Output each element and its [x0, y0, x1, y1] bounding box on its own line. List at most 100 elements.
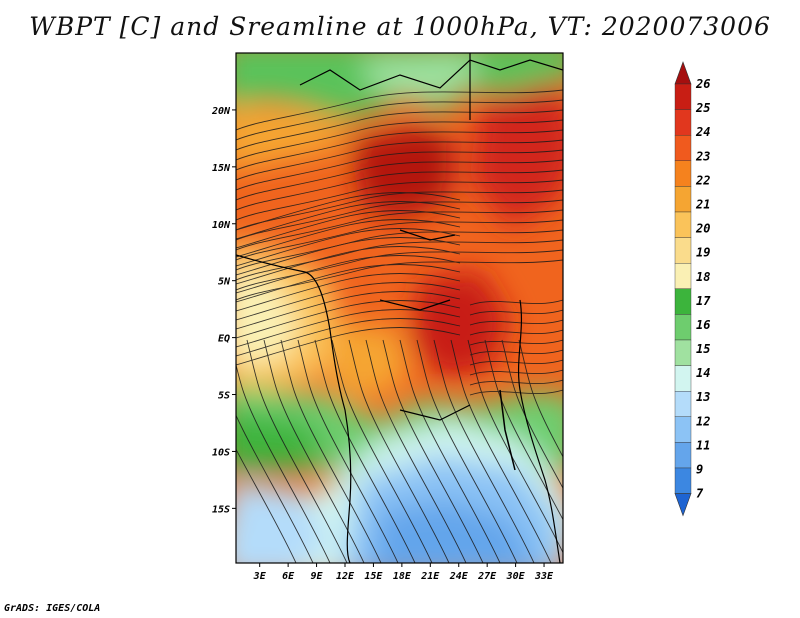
wbpt-shaded-field — [236, 53, 563, 563]
streamline — [236, 362, 331, 563]
streamline — [236, 139, 563, 181]
lat-label: 15S — [212, 504, 230, 515]
streamline — [236, 192, 461, 231]
streamline — [469, 359, 563, 366]
lon-label: 15E — [364, 571, 383, 582]
streamline — [469, 319, 563, 326]
lon-label: 9E — [311, 571, 324, 582]
lon-label: 30E — [506, 571, 526, 582]
plot-title: WBPT [C] and Sreamline at 1000hPa, VT: 2… — [29, 12, 771, 41]
streamline — [236, 129, 563, 171]
colorbar-swatch — [674, 314, 692, 341]
lat-label: EQ — [218, 334, 230, 345]
colorbar-label: 15 — [696, 342, 710, 356]
streamline — [236, 109, 563, 151]
lon-label: 27E — [477, 571, 497, 582]
colorbar-label: 20 — [695, 222, 710, 236]
streamline — [236, 255, 461, 294]
streamline — [236, 99, 563, 141]
streamline — [331, 339, 433, 563]
latitude-axis: 20N 15N 10N 5N EQ 5S 10S 15S — [211, 106, 236, 515]
colorbar-label: 25 — [695, 101, 710, 115]
lat-label: 5S — [218, 391, 230, 402]
colorbar-swatch — [674, 416, 692, 443]
streamline — [433, 339, 535, 563]
colorbar-swatch — [674, 467, 692, 494]
lat-label: 10S — [212, 447, 230, 458]
colorbar-swatch — [674, 365, 692, 392]
streamline — [469, 369, 563, 376]
streamline — [469, 299, 563, 306]
colorbar-top-arrow — [674, 61, 692, 85]
colorbar-label: 13 — [696, 390, 710, 404]
streamline — [382, 339, 484, 563]
streamline — [236, 149, 563, 191]
colorbar-label: 18 — [696, 270, 710, 284]
colorbar-label: 7 — [696, 487, 704, 501]
lon-label: 24E — [449, 571, 469, 582]
colorbar: 26 25 24 23 22 21 20 19 18 17 16 15 14 13 12 11 9 7 — [674, 61, 711, 517]
streamline — [236, 119, 563, 161]
streamline — [236, 300, 461, 339]
colorbar-swatch — [674, 263, 692, 290]
colorbar-swatch — [674, 186, 692, 213]
colorbar-swatch — [674, 288, 692, 315]
streamline — [469, 379, 563, 386]
streamline — [236, 264, 461, 303]
lon-label: 33E — [534, 571, 554, 582]
streamline — [236, 309, 461, 348]
lon-label: 6E — [282, 571, 295, 582]
colorbar-label: 26 — [695, 77, 710, 91]
streamline — [236, 249, 563, 291]
colorbar-label: 12 — [696, 414, 710, 428]
streamline — [236, 219, 461, 258]
streamline — [501, 339, 563, 490]
streamline — [484, 339, 563, 521]
colorbar-swatch — [674, 339, 692, 366]
streamline — [236, 282, 461, 321]
streamlines — [236, 89, 563, 563]
streamline — [236, 228, 461, 267]
colorbar-swatch — [674, 442, 692, 469]
streamline — [416, 339, 518, 563]
streamline — [236, 209, 563, 251]
colorbar-swatch — [674, 83, 692, 110]
streamline — [236, 210, 461, 249]
streamline — [469, 309, 563, 316]
colorbar-swatch — [674, 237, 692, 264]
streamline — [236, 448, 297, 563]
streamline — [399, 339, 501, 563]
streamline — [263, 339, 365, 563]
colorbar-label: 17 — [696, 294, 711, 308]
coastline-boundaries — [236, 53, 563, 563]
streamline — [236, 259, 563, 301]
streamline — [236, 414, 314, 563]
colorbar-swatch — [674, 160, 692, 187]
colorbar-swatch — [674, 391, 692, 418]
streamline — [236, 201, 461, 240]
streamline — [365, 339, 467, 563]
map-frame — [235, 52, 564, 564]
colorbar-label: 19 — [696, 246, 710, 260]
longitude-axis: 3E 6E 9E 12E 15E 18E 21E 24E 27E 30E 33E — [253, 563, 554, 582]
lon-label: 18E — [393, 571, 412, 582]
lat-label: 20N — [211, 106, 231, 117]
streamline — [236, 219, 563, 261]
colorbar-swatch — [674, 109, 692, 136]
streamline — [469, 339, 563, 346]
lon-label: 12E — [336, 571, 355, 582]
lon-label: 21E — [420, 571, 440, 582]
lat-label: 10N — [212, 220, 231, 231]
streamline — [246, 339, 348, 563]
streamline — [280, 339, 382, 563]
streamline — [236, 246, 461, 285]
streamline — [348, 339, 450, 563]
streamline — [297, 339, 399, 563]
streamline — [314, 339, 416, 563]
colorbar-label: 21 — [695, 197, 710, 211]
streamline — [236, 291, 461, 330]
streamline — [469, 349, 563, 356]
lat-label: 5N — [218, 277, 231, 288]
colorbar-label: 23 — [695, 149, 710, 163]
